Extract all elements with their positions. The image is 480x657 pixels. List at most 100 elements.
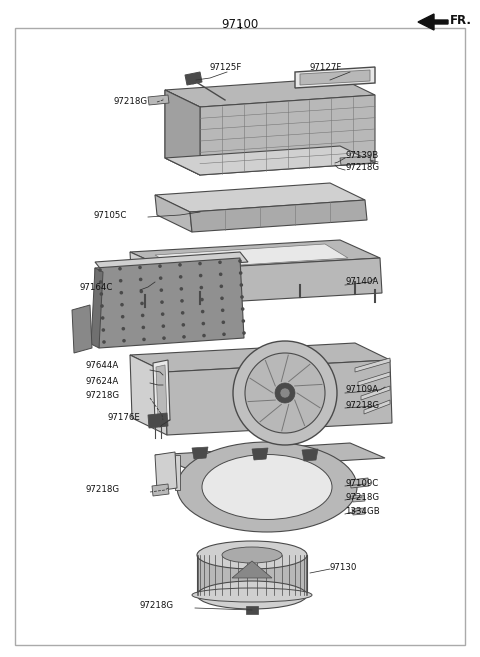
Polygon shape: [185, 72, 202, 85]
Circle shape: [102, 340, 106, 344]
Polygon shape: [72, 305, 92, 353]
Polygon shape: [148, 95, 169, 105]
Circle shape: [99, 280, 102, 284]
Circle shape: [220, 296, 224, 300]
Polygon shape: [300, 70, 370, 85]
Circle shape: [162, 325, 165, 328]
Circle shape: [161, 312, 165, 316]
Text: 97644A: 97644A: [86, 361, 119, 371]
Circle shape: [181, 323, 185, 327]
Polygon shape: [355, 358, 390, 372]
Text: 97176E: 97176E: [108, 413, 141, 422]
Polygon shape: [95, 258, 244, 348]
Polygon shape: [155, 183, 365, 212]
Circle shape: [180, 299, 184, 303]
Polygon shape: [165, 78, 375, 107]
Text: 97218G: 97218G: [345, 401, 379, 409]
Text: 97139B: 97139B: [345, 150, 378, 160]
Circle shape: [159, 288, 163, 292]
Text: 97218G: 97218G: [345, 164, 379, 173]
Polygon shape: [156, 365, 167, 418]
Circle shape: [233, 341, 337, 445]
Circle shape: [222, 321, 225, 324]
Circle shape: [119, 279, 122, 283]
Circle shape: [199, 274, 203, 277]
Circle shape: [222, 332, 226, 336]
Circle shape: [140, 302, 144, 306]
Polygon shape: [232, 561, 272, 578]
Ellipse shape: [197, 541, 307, 569]
Circle shape: [221, 309, 225, 312]
Polygon shape: [364, 400, 390, 414]
Text: 97218G: 97218G: [86, 486, 120, 495]
Circle shape: [120, 291, 123, 294]
Polygon shape: [130, 355, 167, 435]
Text: 97100: 97100: [221, 18, 259, 31]
Text: 97218G: 97218G: [86, 392, 120, 401]
Circle shape: [140, 290, 143, 293]
Polygon shape: [165, 90, 200, 175]
Circle shape: [120, 303, 124, 307]
Ellipse shape: [202, 455, 332, 520]
Circle shape: [101, 316, 105, 320]
Circle shape: [241, 319, 245, 323]
Polygon shape: [352, 508, 365, 515]
Circle shape: [219, 284, 223, 288]
Polygon shape: [192, 447, 208, 459]
Ellipse shape: [177, 442, 357, 532]
Circle shape: [99, 292, 103, 296]
Circle shape: [118, 267, 122, 271]
Text: 97109C: 97109C: [345, 478, 378, 487]
Polygon shape: [95, 252, 248, 272]
Circle shape: [121, 315, 124, 319]
Polygon shape: [130, 343, 390, 372]
Circle shape: [181, 311, 184, 315]
Circle shape: [138, 265, 142, 269]
Circle shape: [160, 300, 164, 304]
Polygon shape: [153, 360, 170, 423]
Polygon shape: [155, 443, 385, 470]
Polygon shape: [352, 495, 365, 502]
Polygon shape: [295, 67, 375, 88]
Circle shape: [100, 304, 104, 307]
Circle shape: [218, 260, 222, 264]
Text: 97218G: 97218G: [345, 493, 379, 503]
Polygon shape: [302, 449, 318, 461]
Circle shape: [142, 326, 145, 329]
Polygon shape: [155, 195, 192, 232]
Polygon shape: [130, 240, 380, 270]
Polygon shape: [200, 95, 375, 175]
Circle shape: [239, 271, 242, 275]
Polygon shape: [152, 484, 169, 496]
Circle shape: [182, 335, 186, 338]
Circle shape: [202, 334, 206, 338]
Text: 97218G: 97218G: [140, 602, 174, 610]
Text: 97130: 97130: [330, 562, 358, 572]
Ellipse shape: [222, 547, 282, 563]
Circle shape: [240, 283, 243, 287]
Circle shape: [179, 275, 182, 279]
Circle shape: [142, 338, 146, 341]
Polygon shape: [340, 156, 371, 165]
Text: 1334GB: 1334GB: [345, 507, 380, 516]
Circle shape: [240, 295, 244, 299]
Text: FR.: FR.: [450, 14, 472, 28]
Circle shape: [238, 260, 242, 263]
Circle shape: [198, 261, 202, 265]
Circle shape: [241, 307, 244, 311]
Ellipse shape: [192, 588, 312, 602]
Circle shape: [141, 313, 144, 317]
Polygon shape: [165, 360, 392, 435]
Circle shape: [242, 331, 246, 335]
Polygon shape: [165, 90, 200, 175]
Circle shape: [162, 336, 166, 340]
Circle shape: [200, 298, 204, 302]
Polygon shape: [190, 200, 367, 232]
Text: 97105C: 97105C: [94, 210, 127, 219]
Text: 97109A: 97109A: [345, 386, 378, 394]
Circle shape: [245, 353, 325, 433]
Text: 97127F: 97127F: [310, 64, 342, 72]
Circle shape: [121, 327, 125, 330]
Polygon shape: [170, 258, 382, 305]
Circle shape: [139, 278, 143, 281]
